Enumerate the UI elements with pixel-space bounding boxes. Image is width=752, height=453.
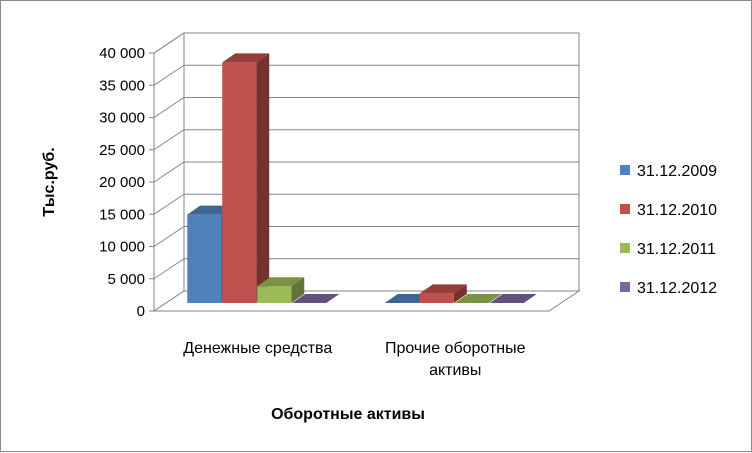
- bar-front: [187, 214, 222, 303]
- legend-item: 31.12.2009: [620, 163, 717, 180]
- bar-top: [489, 294, 537, 303]
- bar-front: [222, 62, 257, 303]
- legend-swatch: [620, 204, 630, 214]
- gridline: [153, 97, 579, 118]
- bar: [419, 284, 467, 303]
- gridline: [153, 129, 579, 151]
- y-tick-label: 35 000: [99, 77, 145, 94]
- bar-top: [257, 277, 305, 287]
- gridline: [153, 258, 579, 280]
- x-axis-title: Оборотные активы: [271, 406, 425, 423]
- y-tick-label: 10 000: [99, 239, 145, 256]
- legend-swatch: [620, 243, 630, 253]
- bar: [222, 53, 270, 303]
- category-label: Прочие оборотные: [385, 340, 526, 357]
- y-tick-label: 5 000: [107, 271, 145, 288]
- bar-front: [257, 286, 292, 303]
- bar-side: [291, 277, 305, 303]
- y-tick-label: 40 000: [99, 45, 145, 62]
- legend-label: 31.12.2009: [637, 163, 717, 180]
- bar-side: [256, 53, 270, 303]
- category-labels: Денежные средства Прочие оборотные активы: [183, 340, 525, 379]
- bar: [454, 294, 502, 303]
- y-tick-labels: 0 5 000 10 000 15 000 20 000 25 000 30 000 35 0…: [99, 45, 154, 320]
- category-label: Денежные средства: [183, 340, 332, 357]
- legend: 31.12.2009 31.12.2010 31.12.2011 31.12.2012: [620, 163, 717, 297]
- legend-item: 31.12.2012: [620, 280, 717, 297]
- y-axis-title: Тыс.руб.: [41, 147, 58, 216]
- y-tick-label: 25 000: [99, 142, 145, 159]
- legend-swatch: [620, 282, 630, 292]
- legend-swatch: [620, 165, 630, 175]
- bar-side: [453, 284, 467, 303]
- y-tick-label: 0: [137, 303, 145, 320]
- gridlines: [153, 32, 579, 280]
- bar-top: [222, 53, 270, 63]
- legend-label: 31.12.2012: [637, 280, 717, 297]
- bars: [187, 53, 537, 303]
- bar-top: [292, 294, 340, 303]
- y-tick-label: 15 000: [99, 206, 145, 223]
- bar-front: [419, 293, 454, 303]
- gridline: [153, 32, 579, 54]
- gridline: [153, 226, 579, 247]
- legend-label: 31.12.2010: [637, 202, 717, 219]
- gridline: [153, 64, 579, 86]
- gridline: [153, 193, 579, 215]
- legend-item: 31.12.2011: [620, 241, 716, 258]
- bar: [257, 277, 305, 303]
- bar: [489, 294, 537, 303]
- legend-item: 31.12.2010: [620, 202, 717, 219]
- bar: [292, 294, 340, 303]
- legend-label: 31.12.2011: [637, 241, 716, 258]
- bar-top: [419, 284, 467, 294]
- category-label: активы: [429, 362, 481, 379]
- y-tick-label: 30 000: [99, 110, 145, 127]
- gridline: [153, 161, 579, 183]
- bar-top: [454, 294, 502, 303]
- y-tick-label: 20 000: [99, 174, 145, 191]
